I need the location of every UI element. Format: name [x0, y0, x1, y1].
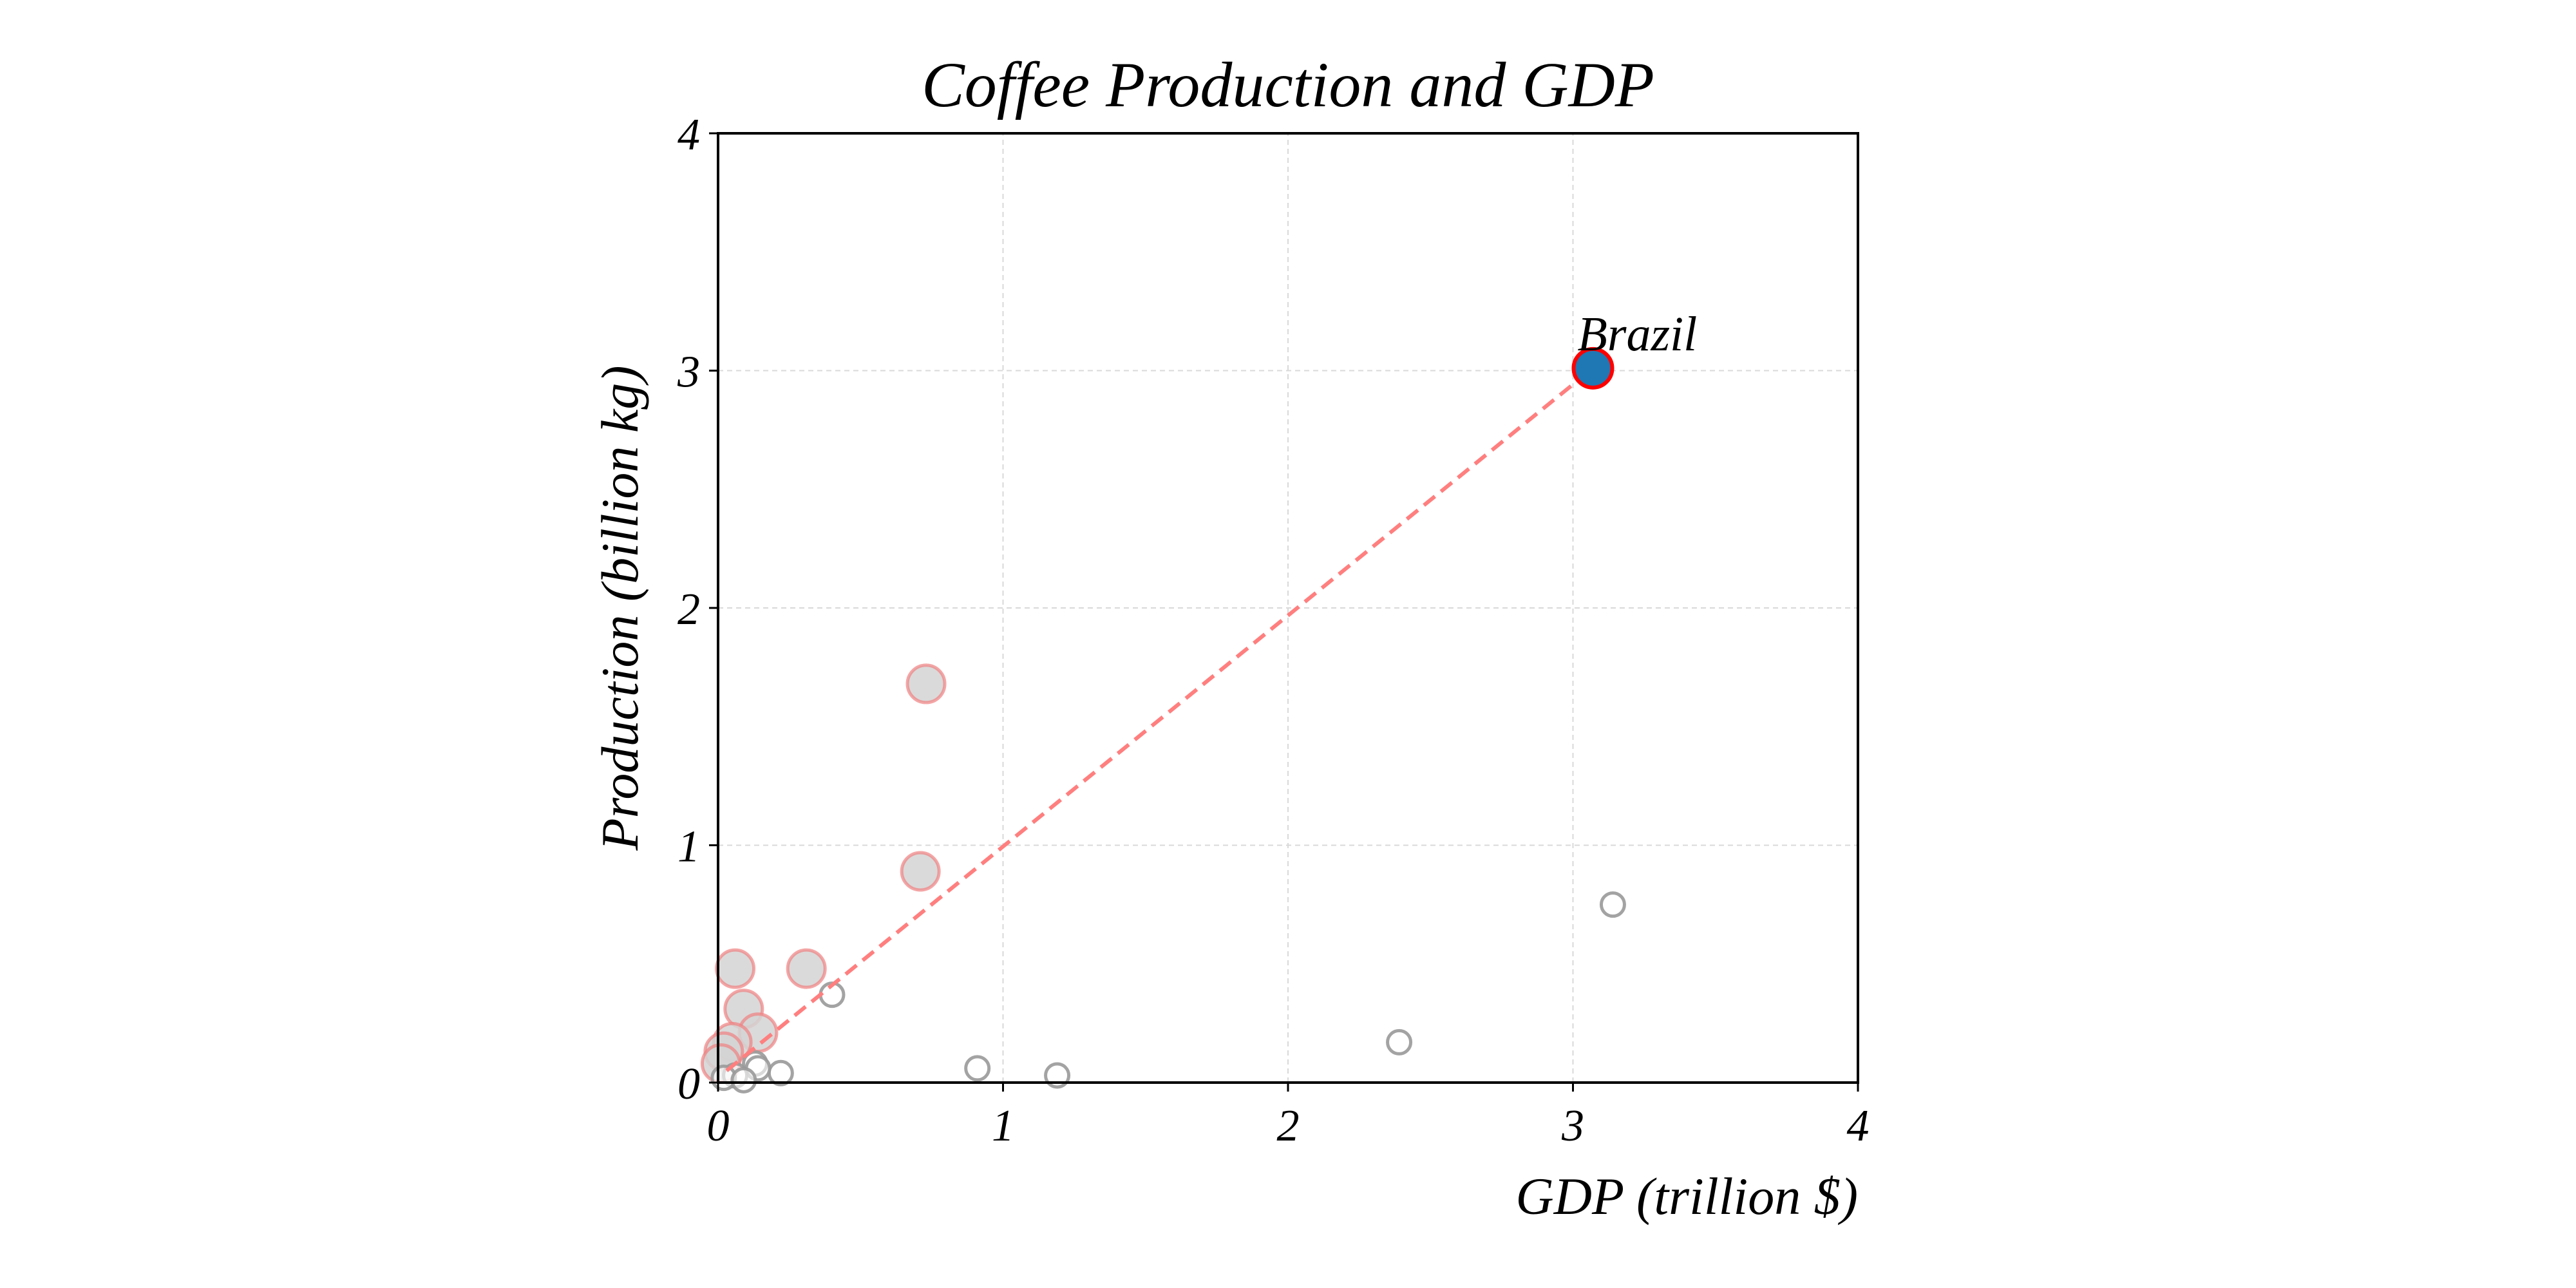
trend-line [725, 366, 1595, 1072]
data-point-hollow [730, 1066, 757, 1094]
y-tick-label: 3 [677, 348, 700, 397]
data-point-filled [900, 851, 941, 892]
x-tick-label: 3 [1561, 1101, 1584, 1151]
data-point-hollow [1044, 1062, 1071, 1089]
y-axis-label: Production (billion kg) [591, 365, 649, 851]
x-tick-label: 2 [1277, 1101, 1300, 1151]
data-point-hollow [767, 1059, 794, 1086]
x-tick-label: 0 [707, 1101, 730, 1151]
chart-title: Coffee Production and GDP [922, 49, 1654, 120]
data-point-filled [715, 948, 756, 989]
x-tick-label: 1 [992, 1101, 1014, 1151]
data-point-filled [905, 663, 947, 705]
x-axis-label: GDP (trillion $) [1516, 1167, 1858, 1226]
marks [700, 346, 1626, 1094]
x-tick-label: 4 [1847, 1101, 1870, 1151]
brazil-label: Brazil [1577, 307, 1697, 361]
ticks: 0 1 2 3 4 0 1 2 3 4 [677, 110, 1870, 1151]
brazil-point [1571, 346, 1615, 390]
data-point-hollow [1386, 1028, 1413, 1056]
y-tick-label: 2 [677, 585, 700, 634]
data-point-hollow [1599, 891, 1626, 918]
data-point-hollow [964, 1055, 991, 1082]
data-point-filled [786, 948, 827, 989]
y-tick-label: 4 [677, 110, 700, 160]
y-tick-label: 1 [677, 822, 700, 872]
y-tick-label: 0 [677, 1059, 700, 1109]
